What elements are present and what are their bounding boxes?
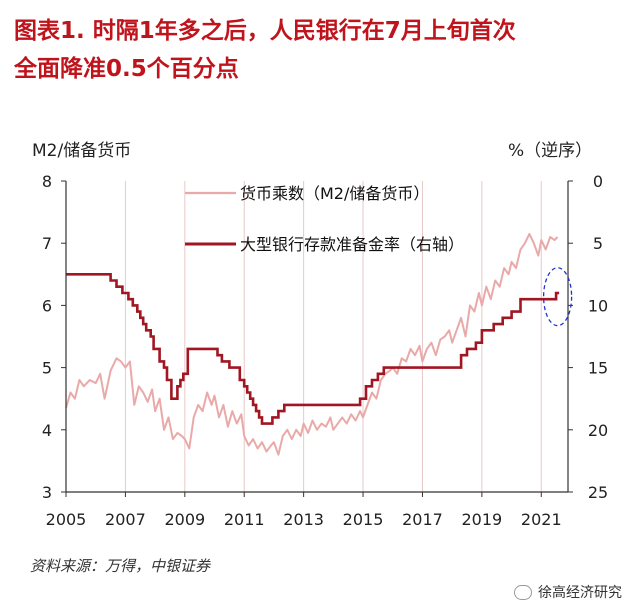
x-tick-label-2007: 2007 xyxy=(105,510,146,529)
x-tick-label-2013: 2013 xyxy=(283,510,324,529)
chart-title-line1: 图表1. 时隔1年多之后，人民银行在7月上旬首次 xyxy=(14,18,516,44)
y2-tick-label-25: 25 xyxy=(588,483,608,502)
y2-tick-label-10: 10 xyxy=(588,296,608,315)
legend-label-multiplier: 货币乘数（M2/储备货币） xyxy=(240,184,429,203)
source-note: 资料来源：万得，中银证券 xyxy=(30,557,211,575)
annotation-group xyxy=(542,267,573,327)
x-tick-label-2021: 2021 xyxy=(521,510,562,529)
legend-label-rrr: 大型银行存款准备金率（右轴） xyxy=(240,235,464,254)
right-axis-label: %（逆序） xyxy=(508,141,593,161)
annotation-ellipse xyxy=(542,267,573,327)
x-tick-label-2009: 2009 xyxy=(164,510,205,529)
left-axis-label: M2/储备货币 xyxy=(32,141,132,161)
chart-title: 图表1. 时隔1年多之后，人民银行在7月上旬首次 全面降准0.5个百分点 xyxy=(14,12,626,88)
y-tick-label-5: 5 xyxy=(42,359,52,378)
series-rrr-line xyxy=(66,273,560,425)
y-tick-label-7: 7 xyxy=(42,234,52,253)
wechat-icon xyxy=(514,584,532,600)
y-tick-label-8: 8 xyxy=(42,172,52,191)
y-tick-label-6: 6 xyxy=(42,296,52,315)
y2-tick-label-15: 15 xyxy=(588,359,608,378)
x-tick-label-2015: 2015 xyxy=(343,510,384,529)
y2-tick-label-5: 5 xyxy=(593,234,603,253)
x-tick-label-2005: 2005 xyxy=(46,510,87,529)
grid-lines xyxy=(65,181,542,492)
y-tick-label-3: 3 xyxy=(42,483,52,502)
series-multiplier-group xyxy=(65,232,559,456)
legend: 货币乘数（M2/储备货币） 大型银行存款准备金率（右轴） xyxy=(185,184,464,254)
chart-title-line2: 全面降准0.5个百分点 xyxy=(14,56,239,82)
tick-labels: 3 4 5 6 7 8 0 5 10 15 20 25 2005 2007 2009 2011 2013 2015… xyxy=(42,172,608,529)
x-tick-label-2017: 2017 xyxy=(402,510,443,529)
x-tick-label-2011: 2011 xyxy=(224,510,265,529)
series-multiplier-line xyxy=(65,232,559,456)
y2-tick-label-20: 20 xyxy=(588,421,608,440)
brand-name: 徐高经济研究 xyxy=(538,585,622,601)
axes-group xyxy=(61,180,573,497)
y2-tick-label-0: 0 xyxy=(593,172,603,191)
series-rrr-group xyxy=(66,273,560,425)
y-tick-label-4: 4 xyxy=(42,421,52,440)
brand-watermark: 徐高经济研究 xyxy=(514,582,622,602)
x-tick-label-2019: 2019 xyxy=(461,510,502,529)
